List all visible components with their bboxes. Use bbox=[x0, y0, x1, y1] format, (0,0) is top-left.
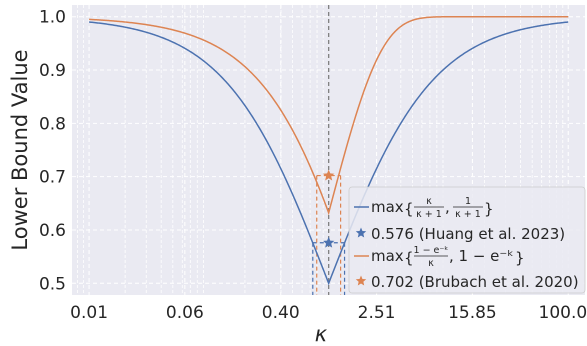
legend-label: 0.576 (Huang et al. 2023) bbox=[371, 225, 565, 243]
legend-label-prefix: max bbox=[371, 198, 404, 216]
legend-comma: , bbox=[445, 198, 450, 216]
x-tick-label: 15.85 bbox=[448, 303, 497, 323]
y-tick-labels: 0.5 0.6 0.7 0.8 0.9 1.0 bbox=[39, 8, 66, 295]
optimum-markers bbox=[322, 169, 335, 248]
legend-star-swatch bbox=[355, 275, 367, 286]
legend-label-prefix: max bbox=[371, 247, 404, 265]
brubach-curve-line bbox=[89, 15, 569, 216]
legend-brace-open: { bbox=[404, 200, 414, 218]
legend: max{κκ + 1, 1κ + 1}0.576 (Huang et al. 20… bbox=[348, 186, 586, 294]
brubach-star-marker bbox=[322, 169, 335, 181]
y-tick-label: 0.9 bbox=[39, 61, 66, 81]
legend-brace-close: } bbox=[484, 200, 494, 218]
y-axis-label: Lower Bound Value bbox=[8, 49, 32, 250]
y-tick-label: 1.0 bbox=[39, 8, 66, 28]
x-axis-label: κ bbox=[315, 322, 328, 346]
x-tick-label: 2.51 bbox=[358, 303, 396, 323]
y-tick-label: 0.5 bbox=[39, 274, 66, 294]
legend-frac-num: 1 bbox=[465, 196, 471, 207]
y-tick-label: 0.8 bbox=[39, 114, 66, 134]
huang-star-marker bbox=[322, 236, 335, 248]
legend-frac-den: κ bbox=[428, 258, 434, 269]
x-tick-label: 0.40 bbox=[262, 303, 300, 323]
legend-brace-open: { bbox=[404, 249, 414, 267]
legend-star-swatch bbox=[355, 227, 367, 238]
legend-label: 0.702 (Brubach et al. 2020) bbox=[371, 273, 579, 291]
huang-curve-line bbox=[89, 21, 569, 286]
x-tick-label: 100.00 bbox=[539, 303, 587, 323]
legend-frac-den: κ + 1 bbox=[416, 209, 442, 220]
y-tick-label: 0.7 bbox=[39, 168, 66, 188]
y-tick-label: 0.6 bbox=[39, 221, 66, 241]
legend-frac-num: κ bbox=[426, 196, 432, 207]
series-lines bbox=[89, 15, 569, 286]
legend-frac-den: κ + 1 bbox=[455, 209, 481, 220]
x-tick-label: 0.01 bbox=[70, 303, 108, 323]
legend-box bbox=[348, 186, 586, 294]
x-tick-label: 0.06 bbox=[166, 303, 204, 323]
x-tick-labels: 0.01 0.06 0.40 2.51 15.85 100.00 bbox=[70, 303, 587, 323]
legend-brace-close: } bbox=[515, 249, 525, 267]
legend-frac-num: 1 − e⁻ᵏ bbox=[414, 245, 449, 256]
legend-label-rest: , 1 − e⁻ᵏ bbox=[449, 247, 514, 265]
